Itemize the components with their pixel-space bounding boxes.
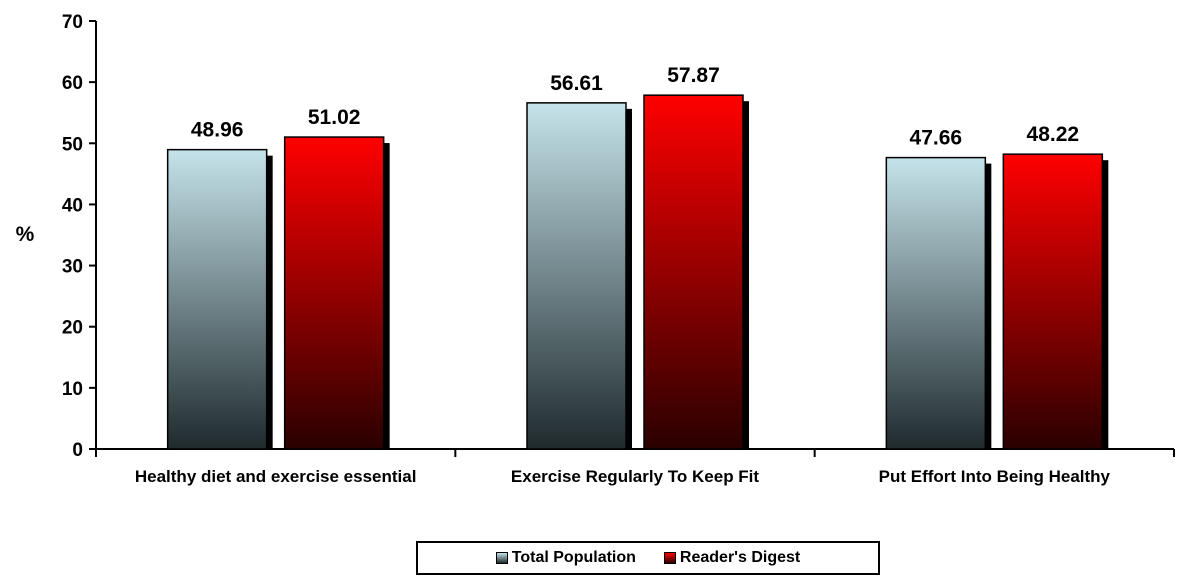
y-tick-label: 0 [72,440,83,461]
x-category-label: Healthy diet and exercise essential [135,467,417,486]
y-tick-label: 30 [62,257,83,278]
data-label: 51.02 [308,106,361,129]
y-tick-label: 10 [62,379,83,400]
x-category-label: Put Effort Into Being Healthy [879,467,1111,486]
y-tick-label: 20 [62,318,83,339]
legend: Total Population Reader's Digest [416,541,880,575]
data-label: 56.61 [550,72,603,95]
bar [643,94,744,450]
data-label: 47.66 [910,127,963,150]
bar [283,136,385,450]
y-tick-label: 40 [62,195,83,216]
legend-label: Total Population [511,549,636,566]
bar [166,148,268,450]
bar [1002,153,1104,450]
y-tick-label: 50 [62,134,83,155]
legend-item: Reader's Digest [663,549,801,567]
y-tick-label: 70 [62,12,83,33]
legend-label: Reader's Digest [679,549,801,566]
legend-item: Total Population [495,549,636,567]
y-axis-label: % [16,223,35,246]
legend-swatch [495,552,508,564]
data-label: 48.96 [191,119,244,142]
data-label: 48.22 [1027,123,1080,146]
x-category-label: Exercise Regularly To Keep Fit [511,467,759,486]
data-label: 57.87 [667,64,720,87]
bar [526,102,627,450]
y-tick-label: 60 [62,73,83,94]
bar [885,156,987,450]
legend-swatch [663,552,676,564]
